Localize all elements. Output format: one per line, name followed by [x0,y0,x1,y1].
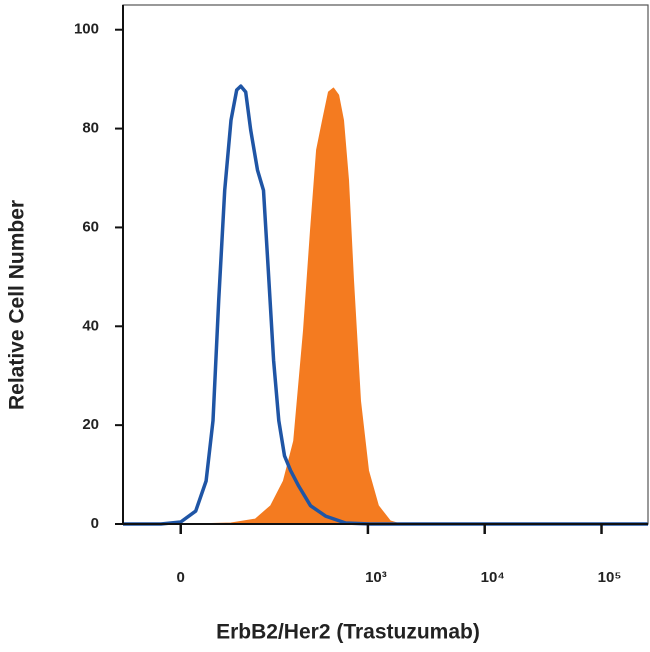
y-tick-label: 100 [74,21,99,38]
x-tick-label: 0 [177,569,185,586]
y-tick-label: 20 [82,416,99,433]
y-tick-label: 60 [82,218,99,235]
y-axis-title: Relative Cell Number [6,200,29,410]
y-tick-label: 0 [91,515,99,532]
histogram-line [123,84,648,526]
histogram-area [122,87,649,525]
x-axis-title: ErbB2/Her2 (Trastuzumab) [216,621,480,644]
y-tick-label: 80 [82,120,99,137]
plot-frame [122,4,649,525]
x-tick-label: 10⁵ [598,569,622,586]
x-tick-label: 10³ [365,569,387,586]
y-tick-label: 40 [82,317,99,334]
x-tick-label: 10⁴ [481,569,505,586]
